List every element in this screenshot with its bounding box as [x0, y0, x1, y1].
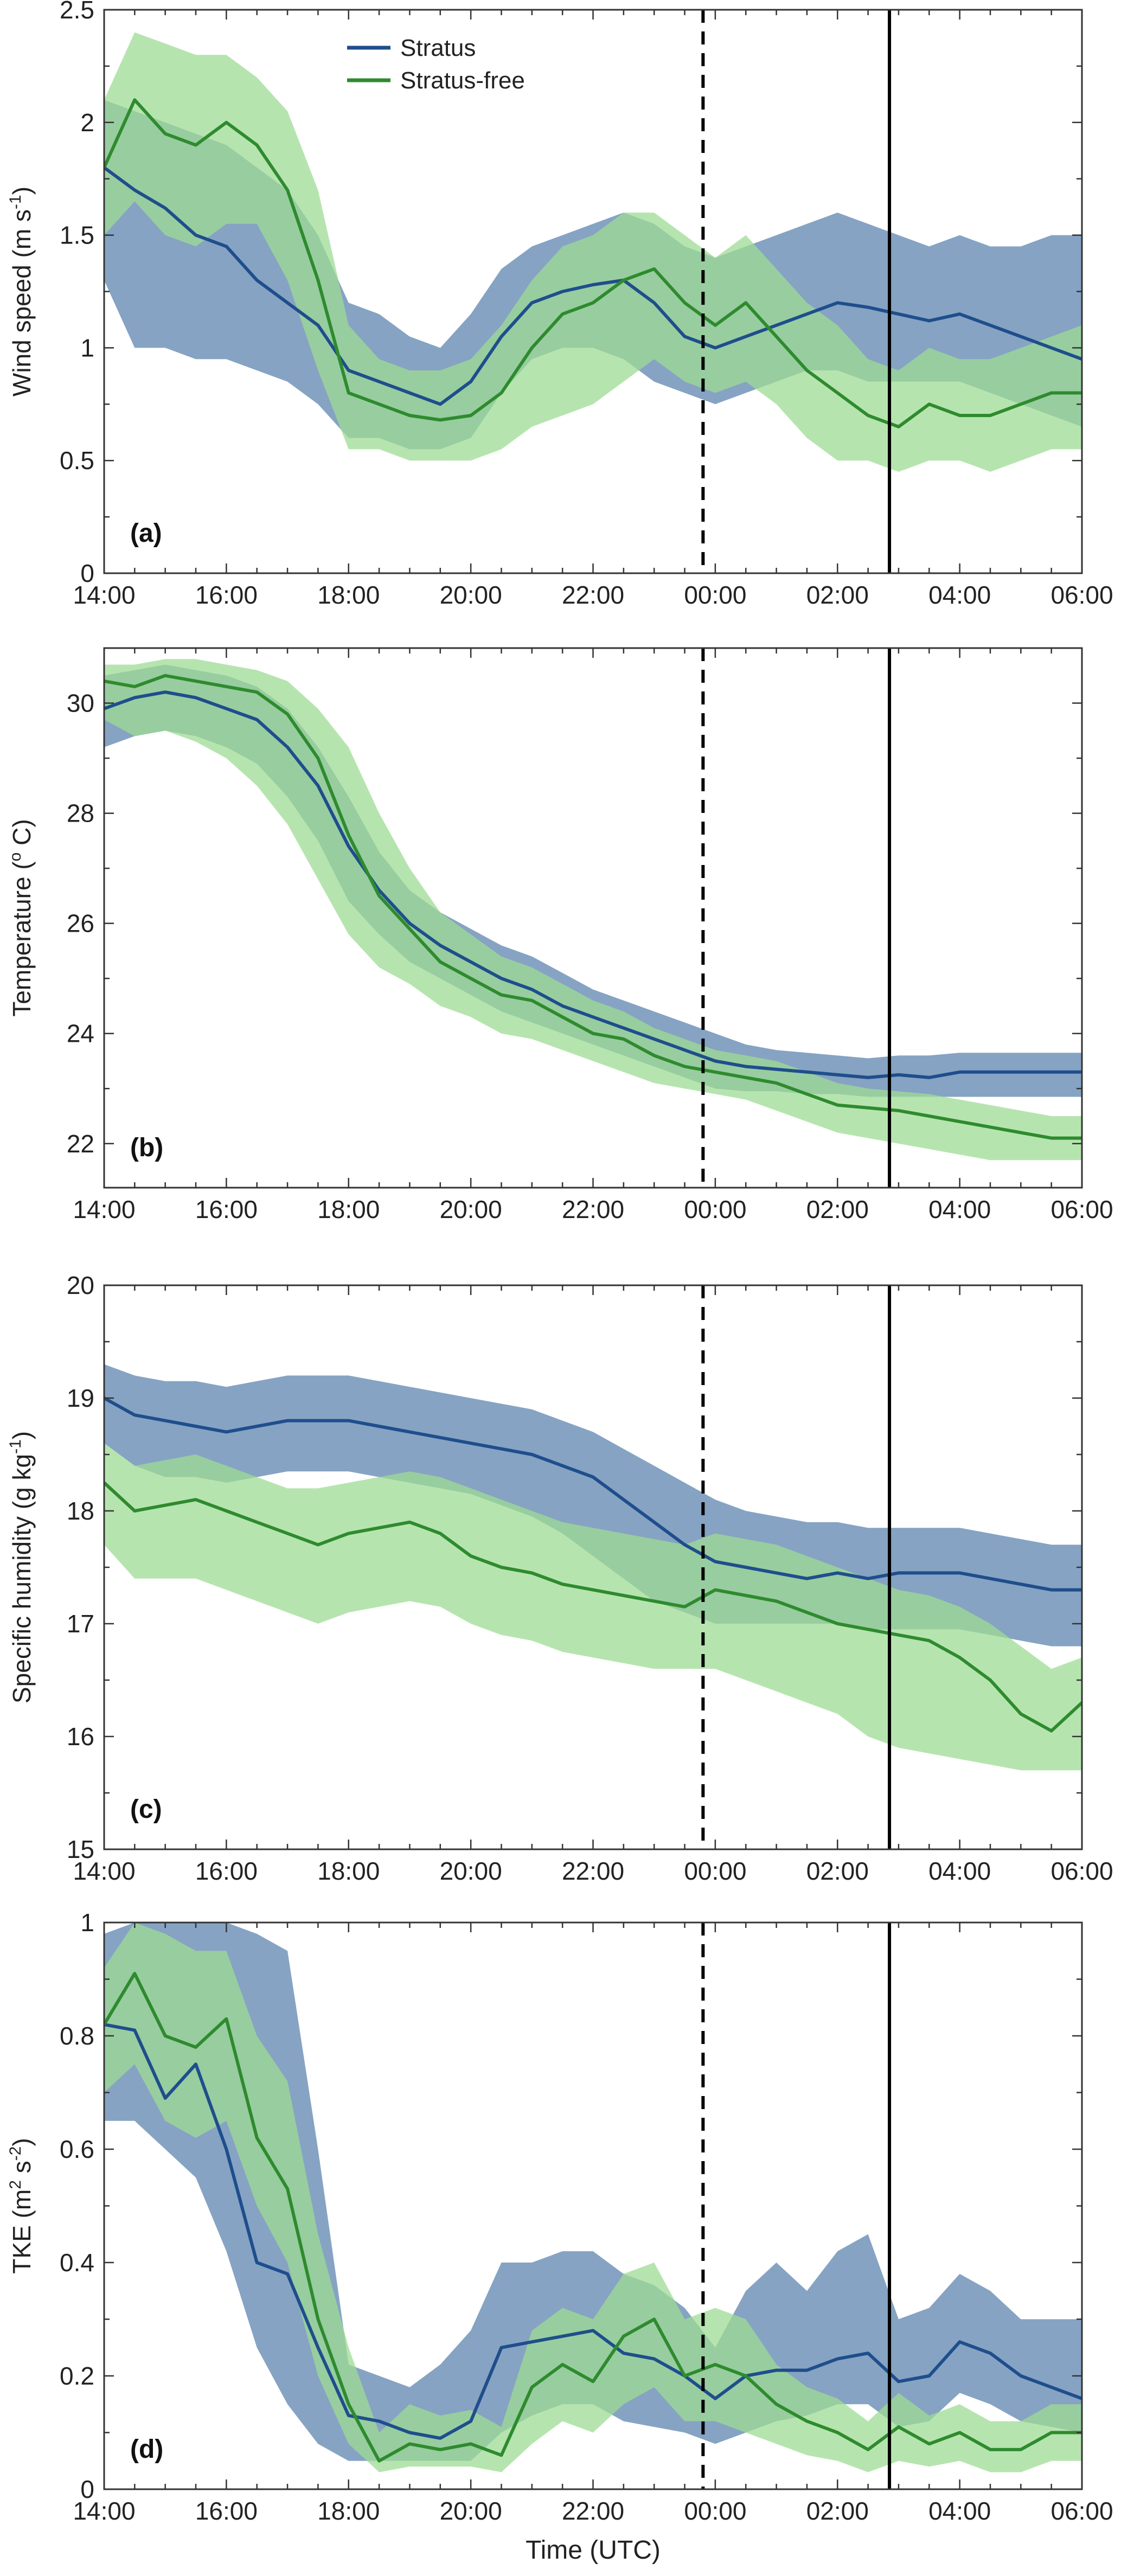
y-tick-label: 18 — [67, 1497, 94, 1525]
y-tick-label: 1 — [80, 1908, 94, 1937]
x-tick-label: 22:00 — [562, 2497, 624, 2525]
panel-label: (c) — [130, 1795, 162, 1824]
band-stratus-free — [104, 659, 1082, 1161]
y-tick-label: 16 — [67, 1722, 94, 1751]
x-tick-label: 22:00 — [562, 1195, 624, 1223]
x-tick-label: 00:00 — [684, 2497, 746, 2525]
panel-4: 14:00 16:00 18:00 20:00 22:00 00:00 02:00 04:00… — [7, 1908, 1113, 2565]
x-tick-label: 16:00 — [195, 581, 258, 609]
x-tick-label: 00:00 — [684, 1857, 746, 1885]
series-line-stratus-free — [104, 1481, 1082, 1733]
x-tick-label: 06:00 — [1050, 2497, 1113, 2525]
x-tick-label: 06:00 — [1050, 1857, 1113, 1885]
plot-area — [104, 10, 1082, 573]
series-line-stratus — [104, 166, 1082, 406]
x-tick-label: 02:00 — [806, 2497, 869, 2525]
panel-label: (a) — [130, 519, 162, 548]
y-tick-label: 0 — [80, 2475, 94, 2503]
y-tick-label: 1 — [80, 334, 94, 362]
panel-label: (b) — [130, 1133, 163, 1162]
y-tick-label: 15 — [67, 1835, 94, 1863]
band-stratus-free — [104, 1923, 1082, 2472]
x-tick-label: 00:00 — [684, 1195, 746, 1223]
y-tick-label: 0.2 — [60, 2362, 94, 2390]
y-tick-label: 26 — [67, 909, 94, 938]
x-tick-label: 00:00 — [684, 581, 746, 609]
y-tick-label: 22 — [67, 1130, 94, 1158]
legend-entry: Stratus — [400, 35, 476, 61]
x-tick-label: 18:00 — [317, 2497, 380, 2525]
panel-3: 14:00 16:00 18:00 20:00 22:00 00:00 02:00 04:00… — [7, 1271, 1113, 1885]
x-tick-label: 18:00 — [317, 581, 380, 609]
x-tick-label: 14:00 — [73, 1195, 135, 1223]
series-line-stratus — [104, 2023, 1082, 2440]
x-tick-label: 16:00 — [195, 2497, 258, 2525]
x-tick-label: 04:00 — [928, 2497, 991, 2525]
y-tick-label: 1.5 — [60, 221, 94, 249]
y-tick-label: 17 — [67, 1610, 94, 1638]
plot-area — [104, 1923, 1082, 2489]
x-tick-label: 14:00 — [73, 581, 135, 609]
y-axis-label: Temperature (o C) — [7, 819, 36, 1016]
legend-entry: Stratus-free — [400, 67, 525, 94]
y-axis-label: TKE (m2 s-2) — [7, 2138, 36, 2273]
x-tick-label: 18:00 — [317, 1857, 380, 1885]
x-tick-label: 04:00 — [928, 581, 991, 609]
y-tick-label: 24 — [67, 1020, 94, 1048]
y-tick-label: 0.5 — [60, 446, 94, 475]
x-tick-label: 02:00 — [806, 1195, 869, 1223]
y-axis-label: Specific humidity (g kg-1) — [7, 1431, 36, 1703]
series-line-stratus — [104, 690, 1082, 1079]
x-tick-label: 04:00 — [928, 1857, 991, 1885]
x-tick-label: 22:00 — [562, 581, 624, 609]
panel-2: 14:00 16:00 18:00 20:00 22:00 00:00 02:00 04:00… — [7, 647, 1113, 1223]
y-tick-label: 0.4 — [60, 2248, 94, 2277]
y-tick-label: 0.6 — [60, 2135, 94, 2163]
series-line-stratus — [104, 1396, 1082, 1592]
x-tick-label: 20:00 — [440, 1857, 502, 1885]
legend: Stratus Stratus-free — [347, 35, 525, 94]
series-line-stratus-free — [104, 98, 1082, 428]
y-tick-label: 0 — [80, 559, 94, 587]
series-line-stratus-free — [104, 1972, 1082, 2463]
x-tick-label: 04:00 — [928, 1195, 991, 1223]
x-tick-label: 16:00 — [195, 1195, 258, 1223]
plot-area — [104, 648, 1082, 1188]
x-tick-label: 22:00 — [562, 1857, 624, 1885]
x-tick-label: 18:00 — [317, 1195, 380, 1223]
x-tick-label: 02:00 — [806, 581, 869, 609]
x-tick-label: 20:00 — [440, 581, 502, 609]
x-axis-label: Time (UTC) — [526, 2536, 661, 2565]
x-tick-label: 20:00 — [440, 1195, 502, 1223]
series-line-stratus-free — [104, 674, 1082, 1140]
x-tick-label: 06:00 — [1050, 1195, 1113, 1223]
x-tick-label: 06:00 — [1050, 581, 1113, 609]
band-stratus — [104, 1923, 1082, 2461]
y-axis-label: Wind speed (m s-1) — [7, 187, 36, 396]
x-tick-label: 14:00 — [73, 1857, 135, 1885]
y-tick-label: 30 — [67, 689, 94, 717]
panel-label: (d) — [130, 2435, 163, 2464]
y-tick-label: 2 — [80, 108, 94, 137]
x-tick-label: 20:00 — [440, 2497, 502, 2525]
y-tick-label: 28 — [67, 799, 94, 828]
y-tick-label: 19 — [67, 1384, 94, 1412]
y-tick-label: 20 — [67, 1271, 94, 1299]
y-tick-label: 0.8 — [60, 2022, 94, 2050]
band-stratus-free — [104, 32, 1082, 472]
y-tick-label: 2.5 — [60, 0, 94, 24]
x-tick-label: 02:00 — [806, 1857, 869, 1885]
panel-1: 14:00 16:00 18:00 20:00 22:00 00:00 02:00 04:00… — [7, 0, 1113, 609]
band-stratus-free — [104, 1443, 1082, 1771]
x-tick-label: 16:00 — [195, 1857, 258, 1885]
plot-area — [104, 1285, 1082, 1849]
x-tick-label: 14:00 — [73, 2497, 135, 2525]
